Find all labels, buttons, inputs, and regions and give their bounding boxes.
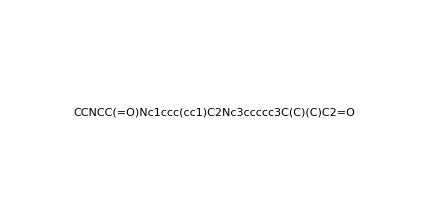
Text: CCNCC(=O)Nc1ccc(cc1)C2Nc3ccccc3C(C)(C)C2=O: CCNCC(=O)Nc1ccc(cc1)C2Nc3ccccc3C(C)(C)C2… [73, 107, 355, 117]
